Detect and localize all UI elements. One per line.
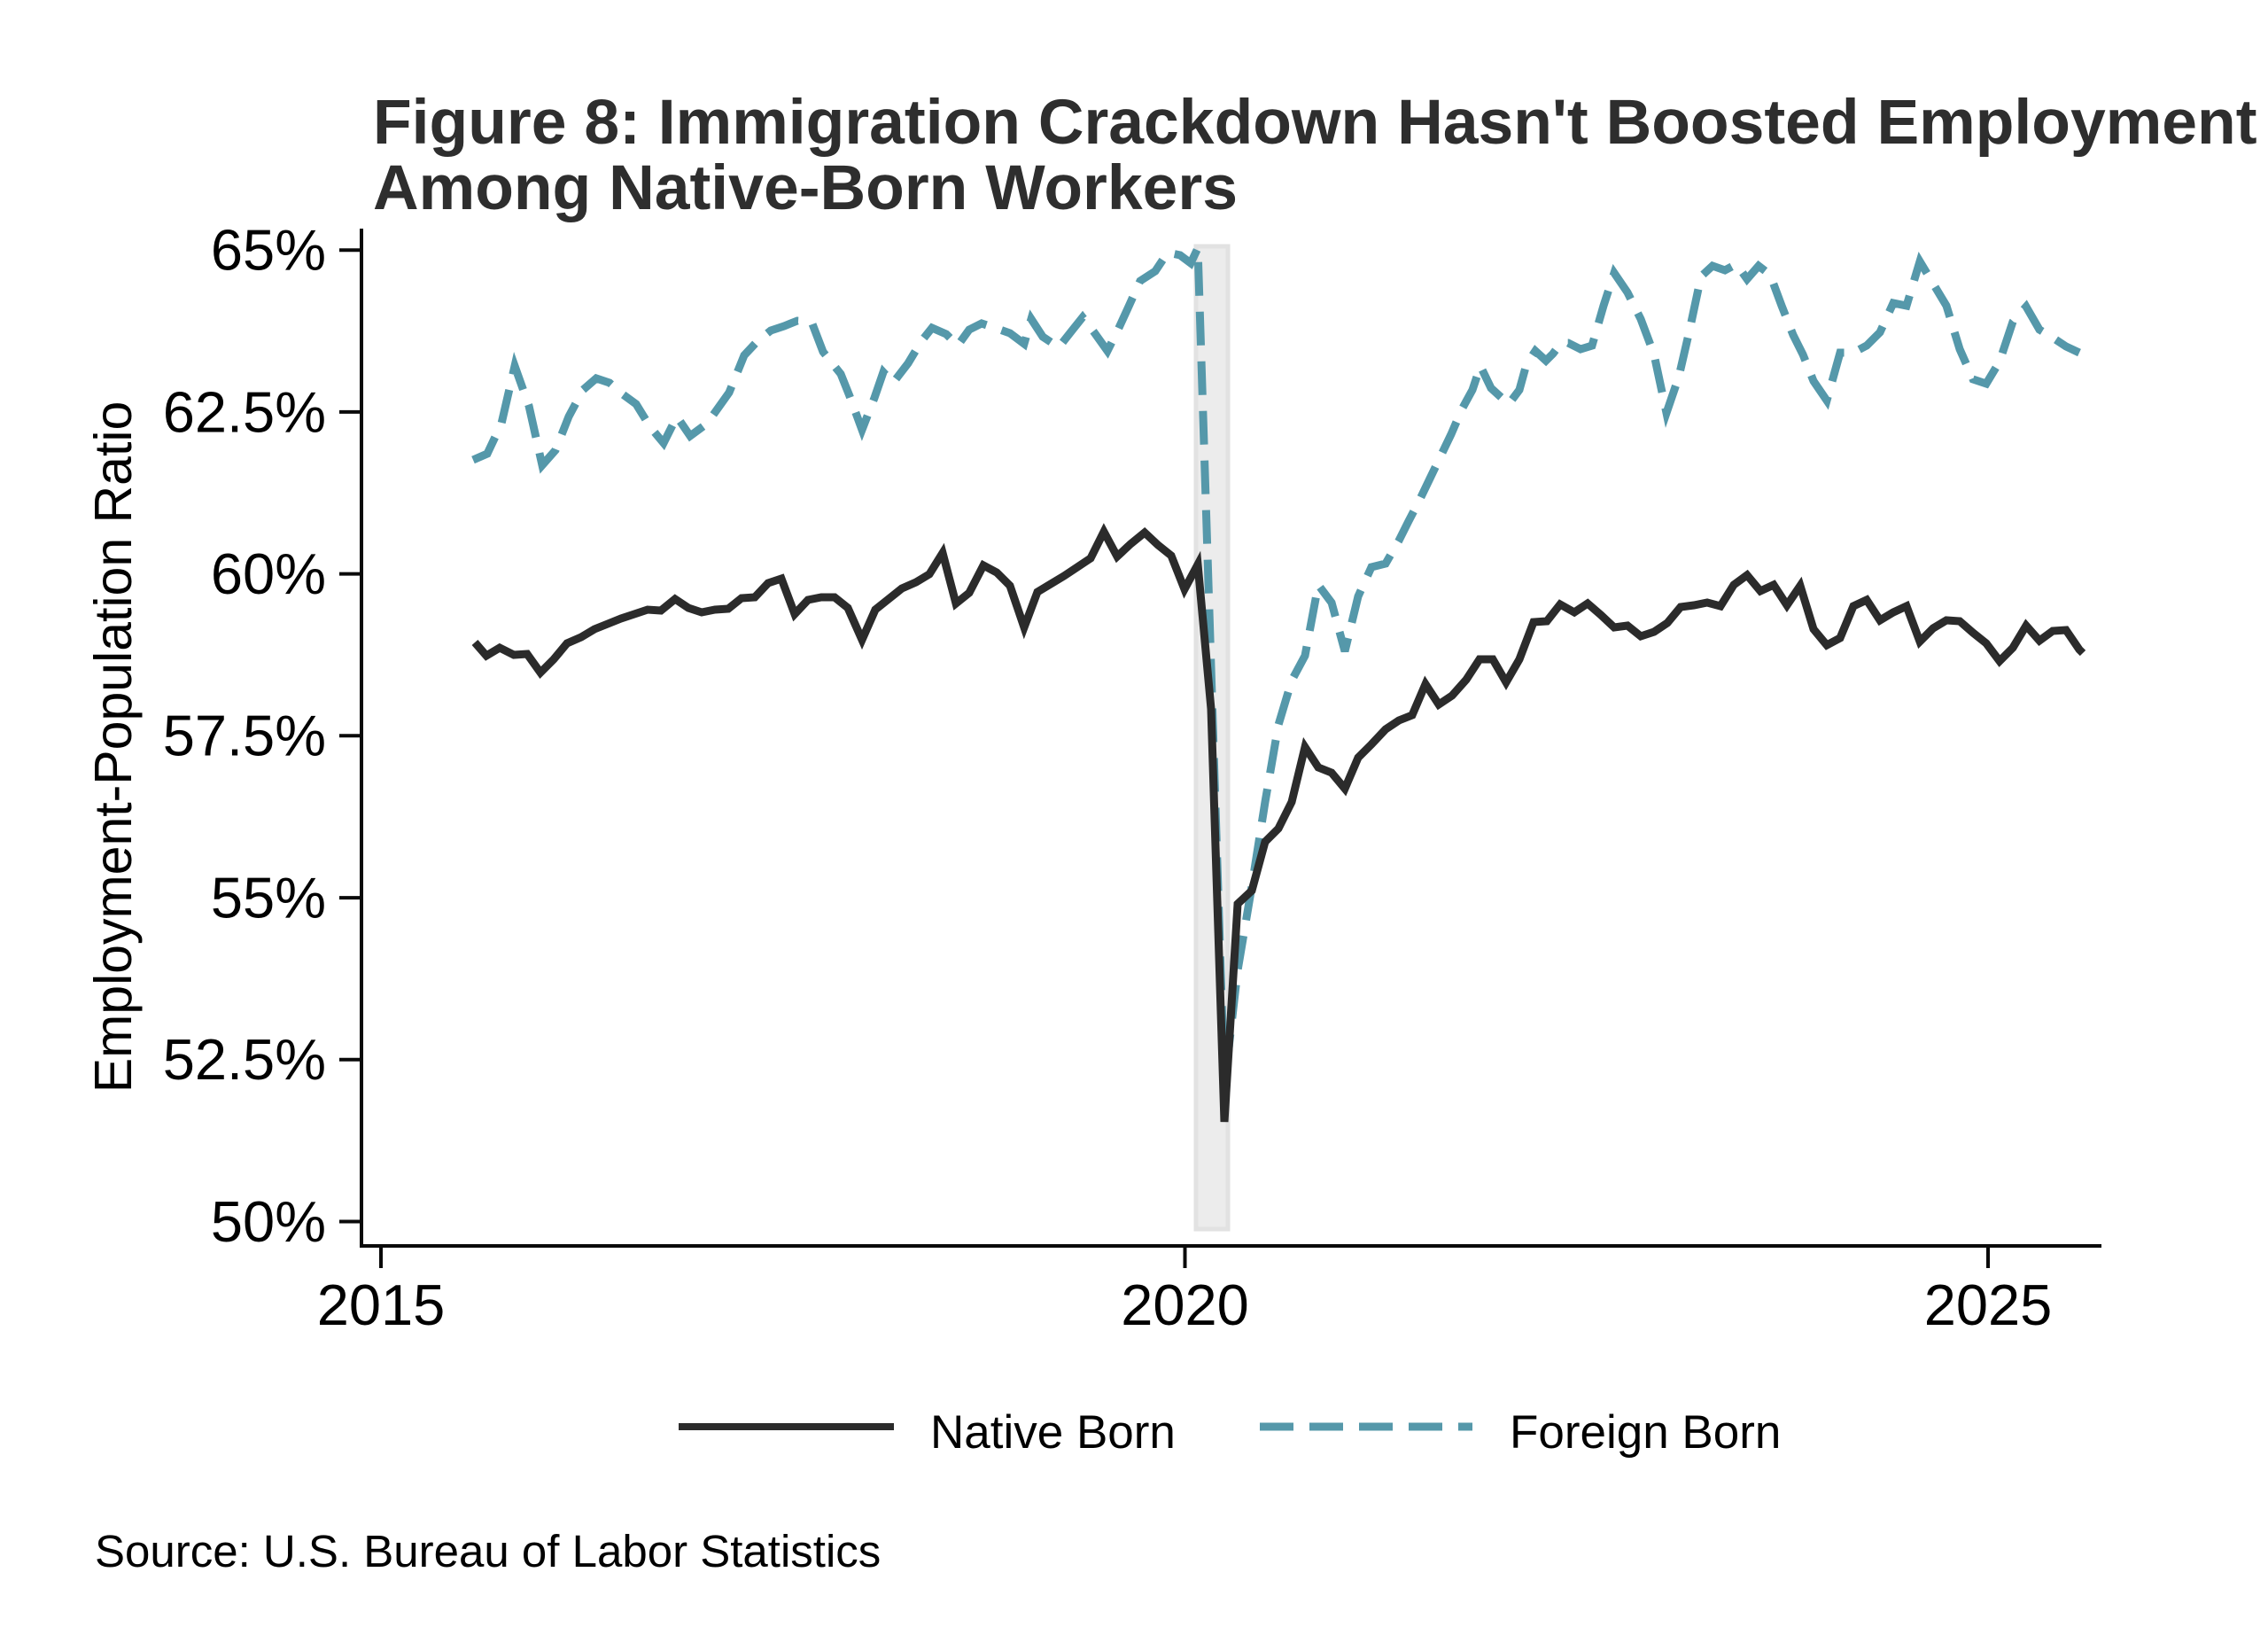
svg-text:2020: 2020 <box>1121 1273 1249 1337</box>
svg-text:Among Native-Born Workers: Among Native-Born Workers <box>373 152 1238 223</box>
svg-text:55%: 55% <box>211 866 326 930</box>
svg-text:2025: 2025 <box>1924 1273 2053 1337</box>
svg-text:Source: U.S. Bureau of Labor S: Source: U.S. Bureau of Labor Statistics <box>95 1526 881 1576</box>
svg-text:62.5%: 62.5% <box>163 379 326 444</box>
svg-text:Native Born: Native Born <box>930 1406 1176 1459</box>
svg-text:57.5%: 57.5% <box>163 704 326 768</box>
svg-text:52.5%: 52.5% <box>163 1027 326 1092</box>
svg-text:2015: 2015 <box>317 1273 446 1337</box>
svg-text:65%: 65% <box>211 218 326 283</box>
svg-text:Figure 8: Immigration Crackdow: Figure 8: Immigration Crackdown Hasn't B… <box>373 87 2257 158</box>
svg-text:Foreign Born: Foreign Born <box>1510 1406 1781 1459</box>
svg-text:60%: 60% <box>211 541 326 606</box>
svg-text:Employment-Population Ratio: Employment-Population Ratio <box>84 401 143 1094</box>
svg-text:50%: 50% <box>211 1189 326 1254</box>
